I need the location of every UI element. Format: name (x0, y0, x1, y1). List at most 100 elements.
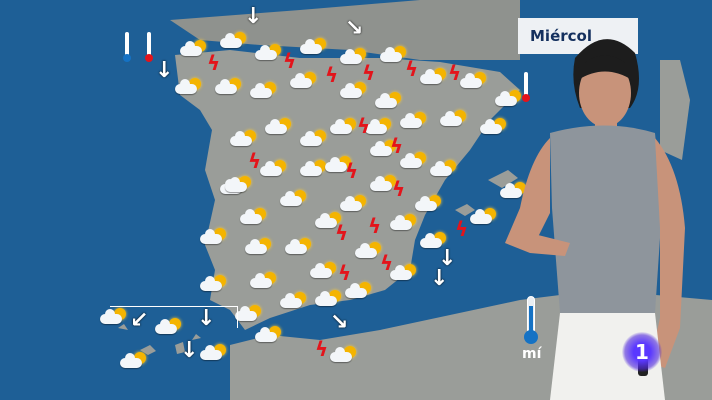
cloud-icon (390, 265, 412, 280)
cloud-icon (245, 239, 267, 254)
cloud-icon (315, 213, 337, 228)
sun-cloud-icon (180, 40, 206, 58)
lightning-icon: ϟ (380, 251, 394, 275)
sun-cloud-icon (440, 110, 466, 128)
cloud-icon (255, 327, 277, 342)
sun-cloud-icon (200, 275, 226, 293)
cloud-icon (325, 157, 347, 172)
sun-cloud-icon (355, 242, 381, 260)
sun-cloud-icon (365, 118, 391, 136)
sun-cloud-icon (310, 262, 336, 280)
sun-cloud-icon (280, 190, 306, 208)
cloud-icon (430, 161, 452, 176)
channel-logo: 1 (622, 332, 662, 372)
sun-cloud-icon (500, 182, 526, 200)
canary-inset-border (237, 306, 238, 328)
canary-inset-border (110, 306, 238, 307)
cloud-icon (420, 233, 442, 248)
wind-arrow-icon: ↘ (330, 310, 349, 335)
sun-cloud-icon (255, 326, 281, 344)
cloud-icon (340, 49, 362, 64)
cloud-icon (500, 183, 522, 198)
cloud-icon (370, 176, 392, 191)
sun-cloud-icon (430, 160, 456, 178)
sun-cloud-icon (380, 46, 406, 64)
cloud-icon (175, 79, 197, 94)
cloud-icon (280, 191, 302, 206)
lightning-icon: ϟ (315, 337, 329, 361)
sun-cloud-icon (260, 160, 286, 178)
cloud-icon (300, 39, 322, 54)
land-iberia (175, 50, 520, 330)
sun-cloud-icon (390, 264, 416, 282)
cloud-icon (415, 196, 437, 211)
sun-cloud-icon (225, 176, 251, 194)
cloud-icon (315, 291, 337, 306)
thermometer-unit-label: mí (522, 346, 542, 362)
cloud-icon (225, 177, 247, 192)
wind-arrow-icon: ↓ (197, 306, 216, 331)
wind-arrow-icon: ↘ (345, 16, 364, 41)
cloud-icon (260, 161, 282, 176)
thermometer-up-icon (145, 32, 153, 62)
cloud-icon (480, 119, 502, 134)
sun-cloud-icon (345, 282, 371, 300)
cloud-icon (250, 273, 272, 288)
sun-cloud-icon (120, 352, 146, 370)
sun-cloud-icon (230, 130, 256, 148)
sun-cloud-icon (460, 72, 486, 90)
sun-cloud-icon (240, 208, 266, 226)
lightning-icon: ϟ (362, 61, 376, 85)
thermometer-up-icon (522, 72, 530, 102)
lightning-icon: ϟ (338, 261, 352, 285)
sun-cloud-icon (470, 208, 496, 226)
cloud-icon (155, 319, 177, 334)
sun-cloud-icon (340, 82, 366, 100)
sun-cloud-icon (400, 112, 426, 130)
sun-cloud-icon (370, 140, 396, 158)
cloud-icon (495, 91, 517, 106)
cloud-icon (400, 153, 422, 168)
sun-cloud-icon (200, 228, 226, 246)
sun-cloud-icon (330, 118, 356, 136)
sun-cloud-icon (370, 175, 396, 193)
sun-cloud-icon (340, 48, 366, 66)
sun-cloud-icon (315, 290, 341, 308)
cloud-icon (200, 345, 222, 360)
thermometer-icon (524, 296, 538, 344)
wind-arrow-icon: ↓ (430, 266, 449, 291)
sun-cloud-icon (480, 118, 506, 136)
land-europe-france (170, 0, 520, 60)
sun-cloud-icon (155, 318, 181, 336)
lightning-icon: ϟ (345, 159, 359, 183)
cloud-icon (180, 41, 202, 56)
sun-cloud-icon (300, 38, 326, 56)
sun-cloud-icon (175, 78, 201, 96)
sun-cloud-icon (300, 130, 326, 148)
wind-arrow-icon: ↓ (244, 4, 263, 29)
cloud-icon (400, 113, 422, 128)
lightning-icon: ϟ (455, 217, 469, 241)
land-canary-islands (118, 324, 201, 355)
cloud-icon (340, 196, 362, 211)
sun-cloud-icon (290, 72, 316, 90)
cloud-icon (230, 131, 252, 146)
sun-cloud-icon (390, 214, 416, 232)
wind-arrow-icon: ↓ (180, 338, 199, 363)
cloud-icon (215, 79, 237, 94)
lightning-icon: ϟ (390, 134, 404, 158)
cloud-icon (365, 119, 387, 134)
cloud-icon (355, 243, 377, 258)
cloud-icon (100, 309, 122, 324)
land-balearics (455, 170, 518, 216)
sun-cloud-icon (280, 292, 306, 310)
land-sardinia (660, 60, 690, 160)
cloud-icon (470, 209, 492, 224)
wind-arrow-icon: ↓ (155, 58, 174, 83)
cloud-icon (340, 83, 362, 98)
cloud-icon (440, 111, 462, 126)
sun-cloud-icon (495, 90, 521, 108)
cloud-icon (345, 283, 367, 298)
cloud-icon (330, 119, 352, 134)
sun-cloud-icon (265, 118, 291, 136)
